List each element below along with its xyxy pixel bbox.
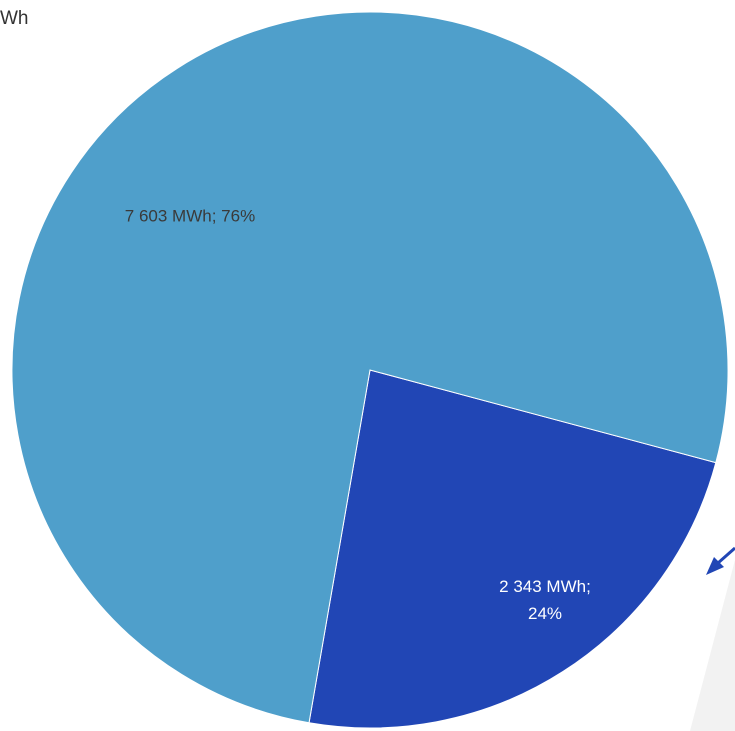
background-wedge <box>690 560 735 731</box>
pie-labels: 7 603 MWh; 76% 2 343 MWh; 24% <box>125 206 591 623</box>
arrow-line <box>717 546 735 565</box>
pie-slice-small <box>308 369 717 729</box>
slice-label-0-line-0: 7 603 MWh; 76% <box>125 206 255 225</box>
pie-slices <box>11 11 729 729</box>
arrow-head <box>706 557 724 575</box>
pie-slice-large <box>11 11 729 724</box>
pointer-arrow <box>706 546 735 575</box>
clipped-label-unit: Wh <box>0 8 29 29</box>
slice-label-1-line-0: 2 343 MWh; <box>499 577 591 596</box>
slice-label-1-line-1: 24% <box>528 604 562 623</box>
